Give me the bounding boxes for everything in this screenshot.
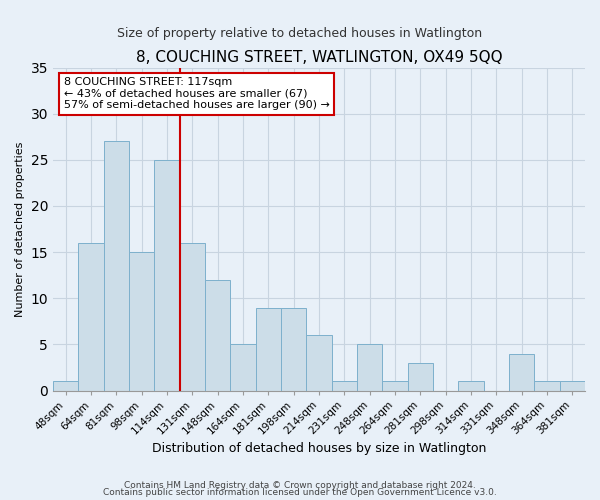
Bar [230,344,256,391]
Bar [458,382,484,390]
Bar [53,382,79,390]
Bar [129,252,154,390]
Bar [79,243,104,390]
Bar [509,354,535,391]
Bar [382,382,407,390]
Text: 8 COUCHING STREET: 117sqm
← 43% of detached houses are smaller (67)
57% of semi-: 8 COUCHING STREET: 117sqm ← 43% of detac… [64,77,329,110]
Bar [205,280,230,390]
Text: Contains HM Land Registry data © Crown copyright and database right 2024.: Contains HM Land Registry data © Crown c… [124,480,476,490]
Y-axis label: Number of detached properties: Number of detached properties [15,142,25,316]
Bar [357,344,382,391]
Bar [179,243,205,390]
Bar [307,335,332,390]
Title: 8, COUCHING STREET, WATLINGTON, OX49 5QQ: 8, COUCHING STREET, WATLINGTON, OX49 5QQ [136,50,502,65]
Bar [535,382,560,390]
Text: Size of property relative to detached houses in Watlington: Size of property relative to detached ho… [118,28,482,40]
Bar [256,308,281,390]
Bar [281,308,307,390]
Text: Contains public sector information licensed under the Open Government Licence v3: Contains public sector information licen… [103,488,497,497]
X-axis label: Distribution of detached houses by size in Watlington: Distribution of detached houses by size … [152,442,486,455]
Bar [104,142,129,390]
Bar [154,160,179,390]
Bar [407,363,433,390]
Bar [332,382,357,390]
Bar [560,382,585,390]
